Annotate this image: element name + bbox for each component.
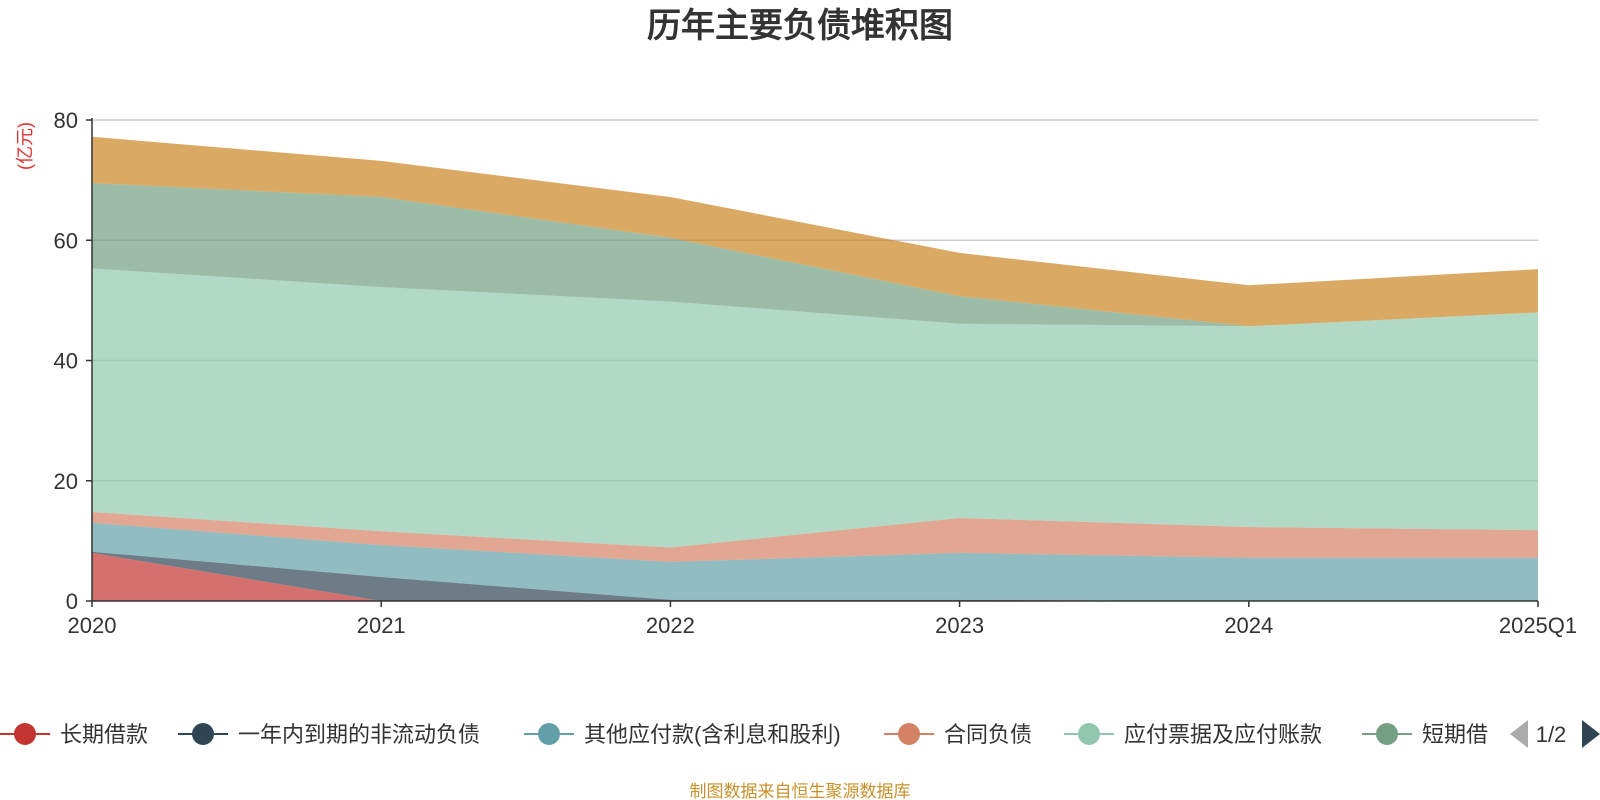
x-axis-ticks: 2020 2021 2022 2023 2024 2025Q1 [68,601,1577,638]
legend-pager: 1/2 [1510,720,1600,748]
legend: 长期借款 一年内到期的非流动负债 其他应付款(含利息和股利) 合同负债 应付票据及应付账… [0,722,1488,747]
source-note: 制图数据来自恒生聚源数据库 [690,782,911,800]
legend-label: 应付票据及应付账款 [1124,722,1322,747]
y-tick-label: 60 [54,228,78,253]
area-series-5 [92,183,1538,327]
x-tick-label: 2025Q1 [1499,613,1577,638]
y-axis-unit-open-paren: ( [15,164,35,170]
legend-item[interactable]: 一年内到期的非流动负债 [178,722,480,747]
legend-label: 短期借 [1422,722,1488,747]
y-tick-label: 40 [54,349,78,374]
y-axis-unit-label: 亿元 [15,128,35,164]
y-tick-label: 80 [54,108,78,133]
legend-item[interactable]: 长期借款 [0,722,148,747]
area-series-2 [92,522,1538,601]
legend-marker-dot [192,723,214,745]
legend-label: 合同负债 [944,722,1032,747]
y-tick-label: 20 [54,469,78,494]
x-tick-label: 2024 [1224,613,1273,638]
legend-marker-dot [538,723,560,745]
y-axis-unit: (亿元) [15,122,35,170]
area-series-6 [92,136,1538,327]
x-tick-label: 2020 [68,613,117,638]
legend-page-indicator: 1/2 [1536,722,1567,747]
chart-title: 历年主要负债堆积图 [647,7,953,45]
legend-marker-dot [1078,723,1100,745]
legend-item[interactable]: 应付票据及应付账款 [1064,722,1322,747]
area-series-4 [92,268,1538,548]
legend-label: 其他应付款(含利息和股利) [584,722,841,747]
x-tick-label: 2022 [646,613,695,638]
legend-marker-dot [1376,723,1398,745]
y-axis-ticks: 0 20 40 60 80 [54,108,92,614]
x-tick-label: 2021 [357,613,406,638]
legend-prev-page-icon[interactable] [1510,720,1528,748]
legend-next-page-icon[interactable] [1582,720,1600,748]
area-series-3 [92,512,1538,562]
area-series-1 [92,551,1538,601]
legend-item[interactable]: 其他应付款(含利息和股利) [524,722,841,747]
area-series-0 [92,552,1538,601]
legend-marker-dot [14,723,36,745]
y-tick-label: 0 [66,589,78,614]
legend-label: 一年内到期的非流动负债 [238,722,480,747]
legend-label: 长期借款 [60,722,148,747]
legend-item[interactable]: 合同负债 [884,722,1032,747]
y-axis-unit-close-paren: ) [15,122,35,128]
axes [91,118,1538,602]
legend-item[interactable]: 短期借 [1362,722,1488,747]
legend-marker-dot [898,723,920,745]
area-series [92,136,1538,601]
x-tick-label: 2023 [935,613,984,638]
